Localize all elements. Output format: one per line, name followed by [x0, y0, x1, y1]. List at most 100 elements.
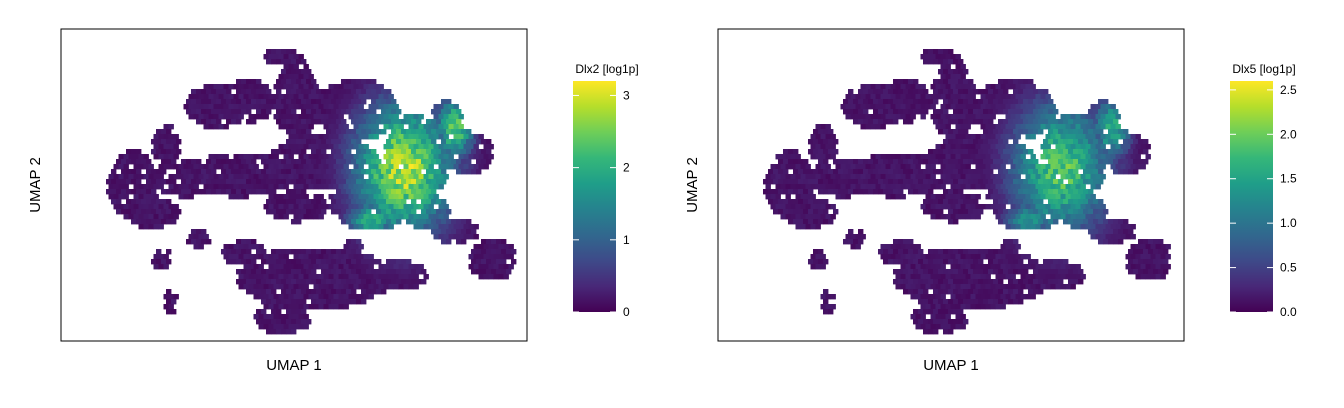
- umap-cell: [228, 244, 234, 250]
- umap-cell: [1123, 229, 1129, 235]
- umap-cell: [303, 264, 309, 270]
- umap-cell: [998, 299, 1004, 305]
- umap-cell: [785, 184, 791, 190]
- umap-cell: [463, 164, 469, 170]
- umap-cell: [800, 214, 806, 220]
- umap-cell: [815, 254, 821, 260]
- umap-cell: [373, 274, 379, 280]
- umap-cell: [893, 189, 899, 195]
- umap-cell: [948, 99, 954, 105]
- umap-cell: [910, 264, 916, 270]
- umap-cell: [950, 154, 956, 160]
- umap-cell: [328, 124, 334, 130]
- umap-cell: [970, 154, 976, 160]
- umap-cell: [351, 279, 357, 285]
- umap-cell: [291, 319, 297, 325]
- umap-cell: [473, 134, 479, 140]
- umap-cell: [233, 104, 239, 110]
- umap-cell: [993, 109, 999, 115]
- umap-cell: [955, 104, 961, 110]
- umap-cell: [343, 294, 349, 300]
- umap-cell: [1008, 209, 1014, 215]
- umap-cell: [168, 214, 174, 220]
- umap-cell: [251, 169, 257, 175]
- umap-cell: [388, 114, 394, 120]
- umap-cell: [291, 169, 297, 175]
- umap-cell: [1085, 144, 1091, 150]
- umap-cell: [366, 259, 372, 265]
- umap-cell: [1108, 139, 1114, 145]
- umap-cell: [236, 249, 242, 255]
- umap-cell: [276, 159, 282, 165]
- umap-cell: [960, 264, 966, 270]
- umap-cell: [975, 214, 981, 220]
- umap-cell: [820, 144, 826, 150]
- umap-cell: [373, 194, 379, 200]
- umap-cell: [253, 314, 259, 320]
- umap-cell: [446, 99, 452, 105]
- umap-cell: [925, 164, 931, 170]
- umap-cell: [161, 259, 167, 265]
- umap-cell: [1150, 264, 1156, 270]
- umap-cell: [298, 214, 304, 220]
- umap-cell: [928, 249, 934, 255]
- umap-cell: [943, 119, 949, 125]
- umap-cell: [1155, 244, 1161, 250]
- umap-cell: [965, 124, 971, 130]
- umap-cell: [241, 259, 247, 265]
- umap-cell: [1033, 259, 1039, 265]
- umap-cell: [286, 299, 292, 305]
- umap-cell: [1060, 154, 1066, 160]
- colorbar-tick-label-dlx2: 0: [623, 305, 630, 319]
- umap-cell: [281, 209, 287, 215]
- umap-cell: [978, 279, 984, 285]
- umap-cell: [770, 164, 776, 170]
- umap-cell: [296, 309, 302, 315]
- umap-cell: [848, 179, 854, 185]
- umap-cell: [818, 249, 824, 255]
- umap-cell: [311, 169, 317, 175]
- umap-cell: [366, 79, 372, 85]
- umap-cell: [311, 279, 317, 285]
- umap-cell: [248, 174, 254, 180]
- umap-cell: [241, 279, 247, 285]
- umap-cell: [268, 174, 274, 180]
- umap-cell: [988, 259, 994, 265]
- umap-cell: [393, 134, 399, 140]
- umap-cell: [948, 179, 954, 185]
- umap-cell: [201, 179, 207, 185]
- umap-cell: [143, 154, 149, 160]
- umap-cell: [775, 194, 781, 200]
- umap-cell: [920, 324, 926, 330]
- umap-cell: [940, 124, 946, 130]
- umap-cell: [1095, 134, 1101, 140]
- umap-cell: [266, 189, 272, 195]
- umap-cell: [371, 119, 377, 125]
- umap-cell: [256, 79, 262, 85]
- umap-cell: [1095, 184, 1101, 190]
- umap-cell: [508, 264, 514, 270]
- umap-cell: [943, 149, 949, 155]
- umap-cell: [331, 269, 337, 275]
- umap-cell: [353, 134, 359, 140]
- umap-cell: [813, 179, 819, 185]
- umap-cell: [783, 189, 789, 195]
- umap-cell: [356, 269, 362, 275]
- umap-cell: [990, 194, 996, 200]
- umap-cell: [141, 159, 147, 165]
- umap-cell: [1130, 154, 1136, 160]
- umap-cell: [775, 164, 781, 170]
- umap-cell: [953, 199, 959, 205]
- umap-cell: [1068, 189, 1074, 195]
- umap-cell: [153, 154, 159, 160]
- umap-cell: [298, 94, 304, 100]
- umap-cell: [1113, 219, 1119, 225]
- umap-cell: [933, 249, 939, 255]
- umap-cell: [341, 119, 347, 125]
- umap-cell: [1038, 219, 1044, 225]
- umap-cell: [168, 184, 174, 190]
- umap-cell: [241, 269, 247, 275]
- umap-cell: [386, 179, 392, 185]
- umap-cell: [293, 114, 299, 120]
- umap-cell: [378, 94, 384, 100]
